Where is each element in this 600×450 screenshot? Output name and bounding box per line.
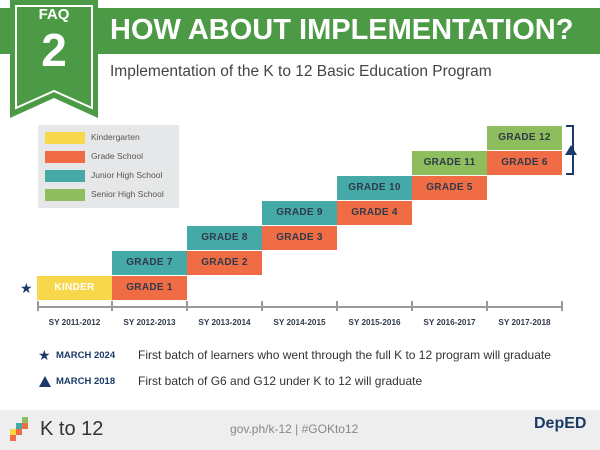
note-march-2024: ★ MARCH 2024 First batch of learners who… bbox=[38, 347, 598, 365]
axis-tick bbox=[561, 301, 563, 311]
block-grade-3: GRADE 3 bbox=[262, 226, 337, 250]
deped-logo-text: DepED bbox=[534, 415, 587, 432]
faq-label: FAQ bbox=[38, 6, 70, 23]
block-grade-7: GRADE 7 bbox=[112, 251, 187, 275]
axis-tick bbox=[111, 301, 113, 311]
k-to-12-logo-text: K to 12 bbox=[40, 418, 104, 440]
school-year-label: SY 2012-2013 bbox=[123, 318, 176, 327]
faq-number: 2 bbox=[41, 24, 67, 76]
legend-swatch bbox=[45, 132, 85, 144]
note-march-2018: MARCH 2018 First batch of G6 and G12 und… bbox=[38, 373, 598, 391]
legend-label: Grade School bbox=[91, 151, 143, 161]
page-subtitle: Implementation of the K to 12 Basic Educ… bbox=[110, 63, 492, 80]
block-grade-8: GRADE 8 bbox=[187, 226, 262, 250]
school-year-label: SY 2014-2015 bbox=[273, 318, 326, 327]
legend-swatch bbox=[45, 189, 85, 201]
school-year-label: SY 2015-2016 bbox=[348, 318, 401, 327]
school-year-label: SY 2017-2018 bbox=[498, 318, 551, 327]
footer-url: gov.ph/k-12 | #GOKto12 bbox=[230, 422, 359, 436]
legend: Kindergarten Grade School Junior High Sc… bbox=[38, 125, 179, 208]
block-kinder: KINDER bbox=[37, 276, 112, 300]
axis-tick bbox=[411, 301, 413, 311]
legend-item-junior-high: Junior High School bbox=[45, 168, 175, 184]
note-text: First batch of G6 and G12 under K to 12 … bbox=[138, 374, 423, 388]
axis-tick bbox=[37, 301, 39, 311]
note-date: MARCH 2018 bbox=[56, 376, 116, 387]
note-date: MARCH 2024 bbox=[56, 350, 116, 361]
star-icon: ★ bbox=[38, 347, 51, 363]
block-grade-10: GRADE 10 bbox=[337, 176, 412, 200]
block-grade-11: GRADE 11 bbox=[412, 151, 487, 175]
legend-item-senior-high: Senior High School bbox=[45, 187, 175, 203]
legend-label: Kindergarten bbox=[91, 132, 140, 142]
legend-item-grade-school: Grade School bbox=[45, 149, 175, 165]
star-icon: ★ bbox=[20, 280, 33, 296]
legend-item-kindergarten: Kindergarten bbox=[45, 130, 175, 146]
legend-swatch bbox=[45, 151, 85, 163]
header-bar bbox=[0, 8, 600, 54]
axis-tick bbox=[186, 301, 188, 311]
axis-tick bbox=[261, 301, 263, 311]
axis-tick bbox=[336, 301, 338, 311]
block-grade-4: GRADE 4 bbox=[337, 201, 412, 225]
note-text: First batch of learners who went through… bbox=[138, 348, 551, 362]
page-title: HOW ABOUT IMPLEMENTATION? bbox=[110, 14, 574, 46]
block-grade-6: GRADE 6 bbox=[487, 151, 562, 175]
block-grade-12: GRADE 12 bbox=[487, 126, 562, 150]
block-grade-1: GRADE 1 bbox=[112, 276, 187, 300]
block-grade-5: GRADE 5 bbox=[412, 176, 487, 200]
block-grade-2: GRADE 2 bbox=[187, 251, 262, 275]
legend-label: Junior High School bbox=[91, 170, 163, 180]
legend-label: Senior High School bbox=[91, 189, 164, 199]
school-year-label: SY 2016-2017 bbox=[423, 318, 476, 327]
axis-tick bbox=[486, 301, 488, 311]
triangle-icon bbox=[39, 376, 51, 387]
triangle-icon bbox=[565, 145, 577, 155]
footer bbox=[0, 410, 600, 450]
faq-ribbon bbox=[10, 0, 98, 118]
school-year-label: SY 2011-2012 bbox=[48, 318, 101, 327]
k-to-12-logo-icon bbox=[10, 417, 28, 441]
block-grade-9: GRADE 9 bbox=[262, 201, 337, 225]
legend-swatch bbox=[45, 170, 85, 182]
timeline-axis bbox=[37, 306, 562, 308]
school-year-label: SY 2013-2014 bbox=[198, 318, 251, 327]
